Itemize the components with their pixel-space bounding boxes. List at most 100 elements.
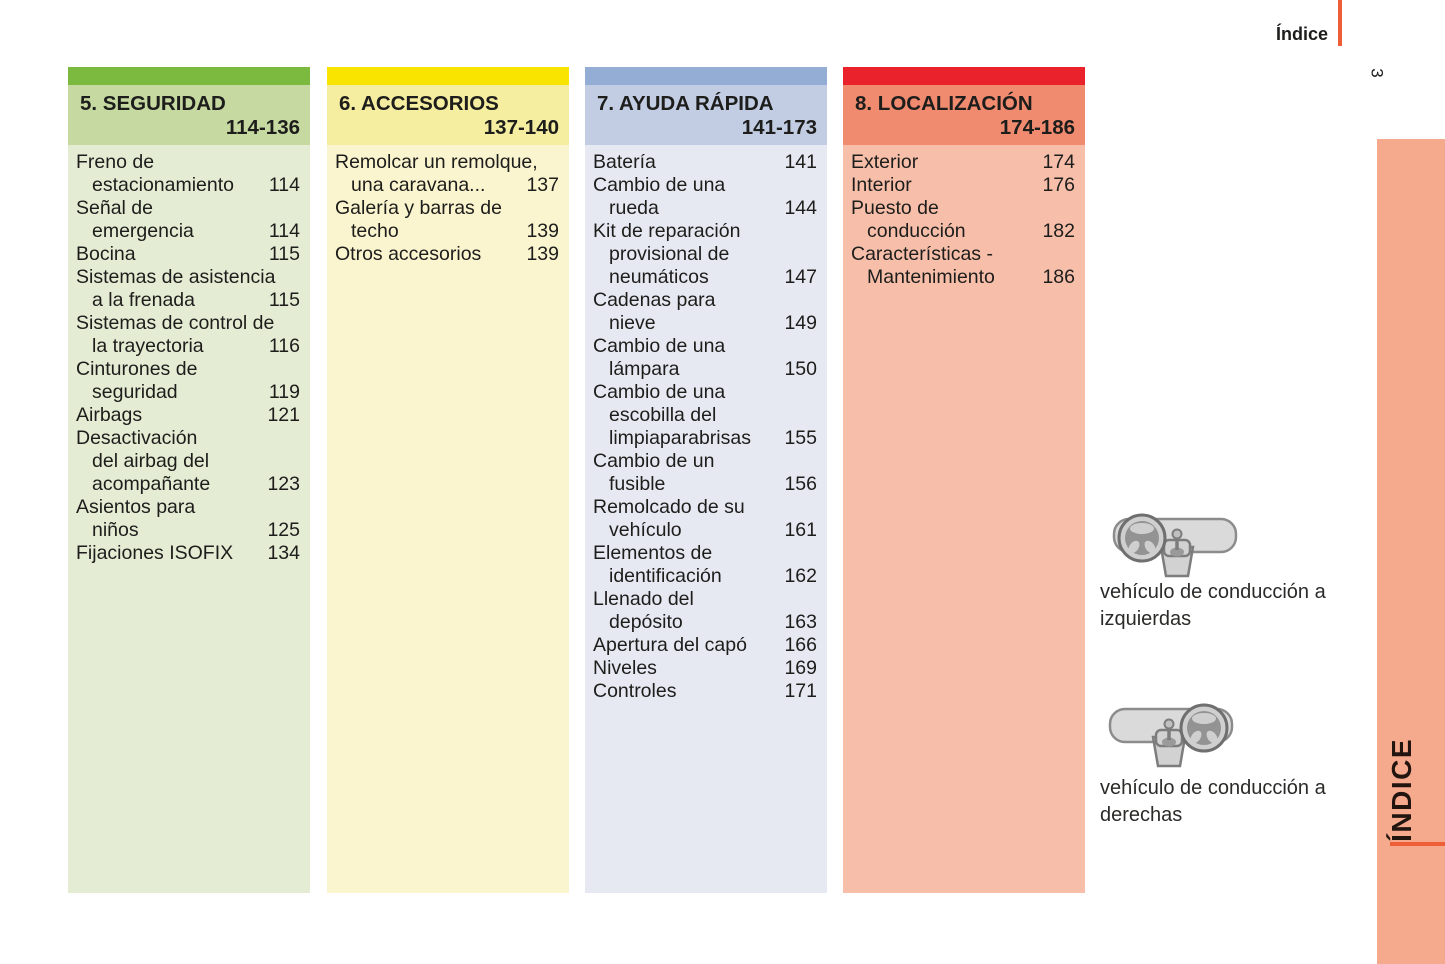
toc-entry-page: 141	[784, 151, 817, 173]
section-color-bar	[68, 67, 310, 85]
section-title: 6. ACCESORIOS	[339, 92, 499, 115]
toc-entry-page: 150	[784, 358, 817, 380]
toc-entry-text: Asientos para	[76, 496, 196, 518]
right-hand-drive-dashboard-icon	[1108, 703, 1234, 768]
section-entry-list: Remolcar un remolque, una caravana... 137 G…	[327, 145, 569, 893]
toc-entry-page: 171	[784, 680, 817, 702]
toc-entry-line: emergencia 114	[76, 220, 300, 243]
section-title: 7. AYUDA RÁPIDA	[597, 92, 774, 115]
toc-entry-text: Batería	[593, 151, 656, 173]
toc-entry-text: Llenado del	[593, 588, 694, 610]
toc-entry-text: Elementos de	[593, 542, 713, 564]
toc-entry-page: 149	[784, 312, 817, 334]
toc-entry-line: Cambio de una	[593, 335, 817, 358]
section-color-bar	[843, 67, 1085, 85]
toc-entry-text: Exterior	[851, 151, 919, 173]
toc-entry-text: Cambio de un	[593, 450, 715, 472]
toc-entry-text: provisional de	[609, 243, 730, 265]
toc-entry-line: conducción 182	[851, 220, 1075, 243]
toc-entry-line: Otros accesorios 139	[335, 243, 559, 266]
toc-entry-line: del airbag del	[76, 450, 300, 473]
toc-entry-line: Asientos para	[76, 496, 300, 519]
toc-entry-text: Airbags	[76, 404, 143, 426]
index-tab-label: ÍNDICE	[1386, 738, 1417, 842]
toc-entry-text: estacionamiento	[92, 174, 235, 196]
toc-entry-text: acompañante	[92, 473, 211, 495]
toc-entry-line: Mantenimiento 186	[851, 266, 1075, 289]
toc-entry-page: 156	[784, 473, 817, 495]
toc-entry-page: 123	[267, 473, 300, 495]
toc-entry-line: Sistemas de control de	[76, 312, 300, 335]
section-entry-list: Freno de estacionamiento 114 Señal de emerge…	[68, 145, 310, 893]
toc-entry-page: 116	[268, 335, 300, 357]
toc-entry-text: nieve	[609, 312, 656, 334]
toc-entry-text: Galería y barras de	[335, 197, 502, 219]
illustration-caption-left: vehículo de conducción a izquierdas	[1100, 581, 1326, 630]
toc-entry-line: provisional de	[593, 243, 817, 266]
toc-entry-line: Desactivación	[76, 427, 300, 450]
toc-entry-page: 137	[526, 174, 559, 196]
toc-entry-line: Cadenas para	[593, 289, 817, 312]
running-header-label: Índice	[1275, 24, 1328, 44]
toc-entry-text: techo	[351, 220, 399, 242]
toc-entry-text: Remolcar un remolque,	[335, 151, 538, 173]
toc-entry-page: 176	[1042, 174, 1075, 196]
toc-entry-page: 121	[267, 404, 300, 426]
toc-entry-line: la trayectoria 116	[76, 335, 300, 358]
toc-entry-text: vehículo	[609, 519, 682, 541]
toc-entry-text: Kit de reparación	[593, 220, 741, 242]
toc-entry-line: fusible 156	[593, 473, 817, 496]
section-header: 5. SEGURIDAD 114-136	[68, 85, 310, 145]
section-page-range: 141-173	[741, 116, 817, 139]
toc-entry-line: Llenado del	[593, 588, 817, 611]
toc-entry-text: Interior	[851, 174, 912, 196]
toc-entry-line: Cambio de un	[593, 450, 817, 473]
toc-entry-text: seguridad	[92, 381, 178, 403]
toc-entry-line: Sistemas de asistencia	[76, 266, 300, 289]
section-header: 6. ACCESORIOS 137-140	[327, 85, 569, 145]
left-hand-drive-dashboard-icon	[1112, 513, 1238, 578]
toc-entry-page: 174	[1042, 151, 1075, 173]
toc-entry-line: Interior 176	[851, 174, 1075, 197]
toc-entry-text: escobilla del	[609, 404, 717, 426]
toc-entry-page: 134	[267, 542, 300, 564]
toc-entry-text: Fijaciones ISOFIX	[76, 542, 234, 564]
index-section: 7. AYUDA RÁPIDA 141-173 Batería 141 Cambio…	[585, 67, 827, 893]
toc-entry-page: 161	[784, 519, 817, 541]
toc-entry-line: Kit de reparación	[593, 220, 817, 243]
toc-entry-text: la trayectoria	[92, 335, 204, 357]
toc-entry-line: limpiaparabrisas 155	[593, 427, 817, 450]
illustration-caption-right: vehículo de conducción a derechas	[1100, 777, 1326, 826]
toc-entry-line: Batería 141	[593, 151, 817, 174]
toc-entry-text: Bocina	[76, 243, 136, 265]
section-header: 8. LOCALIZACIÓN 174-186	[843, 85, 1085, 145]
toc-entry-page: 147	[784, 266, 817, 288]
toc-entry-text: lámpara	[609, 358, 680, 380]
toc-entry-page: 119	[268, 381, 300, 403]
toc-entry-line: una caravana... 137	[335, 174, 559, 197]
toc-entry-line: Airbags 121	[76, 404, 300, 427]
toc-entry-text: Cambio de una	[593, 335, 726, 357]
toc-entry-line: neumáticos 147	[593, 266, 817, 289]
toc-entry-text: Otros accesorios	[335, 243, 482, 265]
toc-entry-page: 139	[526, 220, 559, 242]
toc-entry-text: depósito	[609, 611, 683, 633]
index-tab-rule	[1390, 842, 1445, 846]
toc-entry-line: nieve 149	[593, 312, 817, 335]
toc-entry-text: Apertura del capó	[593, 634, 747, 656]
toc-entry-page: 162	[784, 565, 817, 587]
toc-entry-text: Cambio de una	[593, 174, 726, 196]
index-section: 5. SEGURIDAD 114-136 Freno de estacionami…	[68, 67, 310, 893]
toc-entry-page: 144	[784, 197, 817, 219]
toc-entry-page: 115	[268, 289, 300, 311]
toc-entry-page: 115	[268, 243, 300, 265]
toc-entry-page: 114	[268, 174, 300, 196]
toc-entry-line: Freno de	[76, 151, 300, 174]
toc-entry-text: limpiaparabrisas	[609, 427, 751, 449]
toc-entry-line: techo 139	[335, 220, 559, 243]
section-title: 8. LOCALIZACIÓN	[855, 92, 1033, 115]
toc-entry-page: 186	[1042, 266, 1075, 288]
toc-entry-text: Mantenimiento	[867, 266, 995, 288]
toc-entry-text: neumáticos	[609, 266, 709, 288]
